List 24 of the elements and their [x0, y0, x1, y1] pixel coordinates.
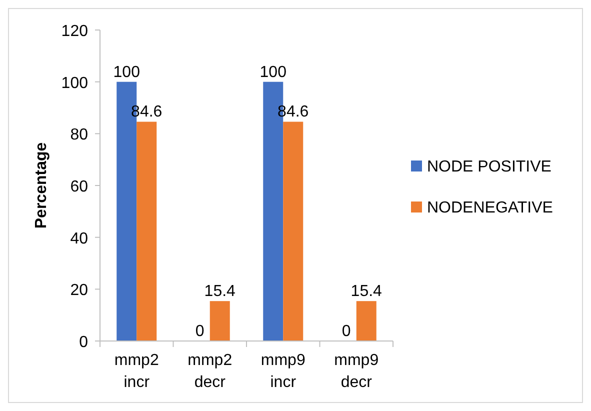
y-tick-label: 100 — [61, 74, 88, 92]
data-label: 0 — [342, 323, 351, 340]
x-tick-label: mmp2 decr — [188, 352, 232, 391]
legend-label: NODENEGATIVE — [427, 200, 553, 216]
data-label: 15.4 — [350, 283, 382, 300]
y-tick-label: 40 — [70, 230, 88, 248]
bar — [356, 301, 376, 341]
bar — [210, 301, 230, 341]
bar — [283, 122, 304, 341]
data-label: 0 — [195, 323, 204, 340]
legend-label: NODE POSITIVE — [427, 158, 552, 176]
y-tick-label: 120 — [61, 23, 88, 40]
y-tick-label: 60 — [70, 178, 88, 196]
y-tick-label: 80 — [70, 126, 88, 144]
x-tick-label: mmp9 decr — [334, 352, 379, 391]
x-tick-label: mmp9 incr — [260, 352, 306, 391]
x-tick-label: mmp2 incr — [114, 352, 159, 391]
y-axis-title: Percentage — [33, 142, 50, 229]
data-label: 100 — [260, 64, 287, 81]
y-tick-label: 0 — [79, 334, 88, 351]
y-tick-label: 20 — [70, 282, 88, 300]
data-label: 100 — [113, 64, 140, 81]
bar — [136, 122, 157, 341]
data-label: 15.4 — [204, 283, 236, 300]
